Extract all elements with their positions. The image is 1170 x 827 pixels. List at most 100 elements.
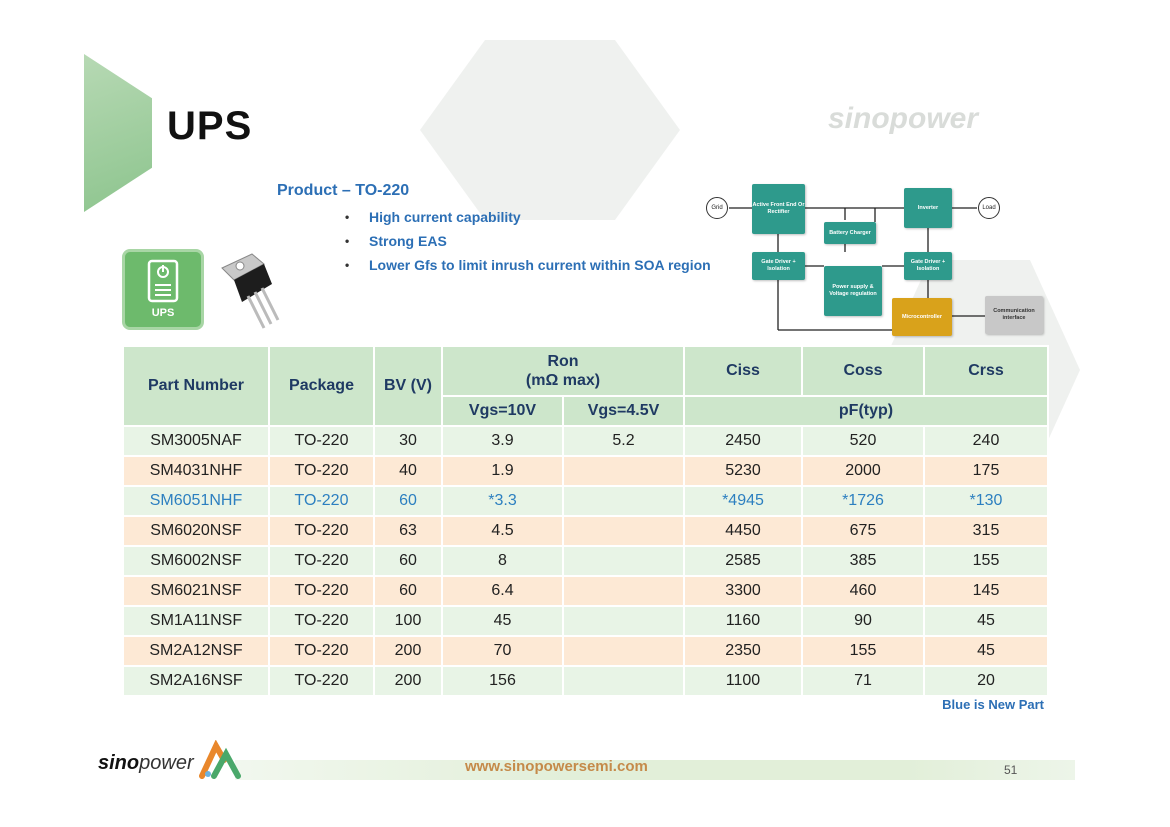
cell-ron45 (562, 635, 685, 667)
table-row: SM6051NHF TO-220 60 *3.3 *4945 *1726 *130 (122, 485, 1049, 517)
table-body: SM3005NAF TO-220 30 3.9 5.2 2450 520 240 SM4031N… (122, 425, 1049, 697)
cell-package: TO-220 (268, 425, 375, 457)
cell-part: SM1A11NSF (122, 605, 270, 637)
table-row: SM2A16NSF TO-220 200 156 1100 71 20 (122, 665, 1049, 697)
cell-part: SM2A16NSF (122, 665, 270, 697)
footer-url: www.sinopowersemi.com (465, 758, 648, 775)
gate-driver-left-block: Gate Driver + Isolation (752, 252, 805, 280)
cell-ciss: 1160 (683, 605, 803, 637)
cell-coss: 675 (801, 515, 925, 547)
cell-package: TO-220 (268, 515, 375, 547)
cell-part: SM6020NSF (122, 515, 270, 547)
cell-ciss: 3300 (683, 575, 803, 607)
header-crss: Crss (923, 345, 1049, 397)
cell-ron45 (562, 545, 685, 577)
cell-package: TO-220 (268, 545, 375, 577)
cell-ron10: 1.9 (441, 455, 564, 487)
cell-ron10: 70 (441, 635, 564, 667)
cell-ron10: *3.3 (441, 485, 564, 517)
cell-ciss: 5230 (683, 455, 803, 487)
feature-list: • High current capability • Strong EAS • Lo… (345, 208, 711, 280)
cell-package: TO-220 (268, 455, 375, 487)
cell-ron10: 8 (441, 545, 564, 577)
cell-ron10: 4.5 (441, 515, 564, 547)
cell-bv: 40 (373, 455, 443, 487)
cell-package: TO-220 (268, 605, 375, 637)
bullet-icon: • (345, 258, 350, 272)
header-pf-typ: pF(typ) (683, 395, 1049, 427)
new-part-note: Blue is New Part (942, 697, 1044, 712)
cell-crss: 45 (923, 605, 1049, 637)
cell-crss: *130 (923, 485, 1049, 517)
table-row: SM6020NSF TO-220 63 4.5 4450 675 315 (122, 515, 1049, 547)
cell-part: SM3005NAF (122, 425, 270, 457)
table-row: SM1A11NSF TO-220 100 45 1160 90 45 (122, 605, 1049, 637)
cell-coss: 155 (801, 635, 925, 667)
cell-coss: 520 (801, 425, 925, 457)
table-row: SM2A12NSF TO-220 200 70 2350 155 45 (122, 635, 1049, 667)
cell-bv: 200 (373, 665, 443, 697)
cell-ron10: 45 (441, 605, 564, 637)
cell-ron45 (562, 575, 685, 607)
table-row: SM4031NHF TO-220 40 1.9 5230 2000 175 (122, 455, 1049, 487)
header-vgs-10v: Vgs=10V (441, 395, 564, 427)
ups-device-icon (147, 259, 179, 303)
cell-ciss: *4945 (683, 485, 803, 517)
cell-crss: 155 (923, 545, 1049, 577)
footer-bar (235, 760, 1075, 780)
cell-bv: 63 (373, 515, 443, 547)
cell-part: SM6021NSF (122, 575, 270, 607)
bullet-icon: • (345, 210, 350, 224)
cell-bv: 200 (373, 635, 443, 667)
cell-part: SM6002NSF (122, 545, 270, 577)
cell-ron45 (562, 665, 685, 697)
cell-ron10: 156 (441, 665, 564, 697)
cell-bv: 100 (373, 605, 443, 637)
cell-part: SM6051NHF (122, 485, 270, 517)
parts-table: Part Number Package BV (V) Ron (mΩ max) … (122, 345, 1049, 697)
cell-coss: 2000 (801, 455, 925, 487)
header-part-number: Part Number (122, 345, 270, 427)
ups-block-diagram: Grid Active Front End Or Rectifier Inver… (700, 182, 1050, 342)
header-package: Package (268, 345, 375, 427)
diagram-connectors (729, 207, 985, 331)
cell-bv: 60 (373, 545, 443, 577)
watermark-logo: sinopower (828, 102, 979, 135)
feature-item: • Strong EAS (345, 233, 447, 249)
footer-logo: sinopower (98, 752, 194, 774)
header-ron-unit: (mΩ max) (525, 372, 601, 389)
cell-coss: 385 (801, 545, 925, 577)
sinopower-logo-icon (199, 740, 241, 779)
communication-interface-block: Communication interface (985, 296, 1043, 334)
cell-package: TO-220 (268, 575, 375, 607)
cell-coss: 71 (801, 665, 925, 697)
bullet-icon: • (345, 234, 350, 248)
cell-ron10: 3.9 (441, 425, 564, 457)
cell-package: TO-220 (268, 635, 375, 667)
header-vgs-4-5v: Vgs=4.5V (562, 395, 685, 427)
table-row: SM6021NSF TO-220 60 6.4 3300 460 145 (122, 575, 1049, 607)
cell-coss: 90 (801, 605, 925, 637)
grid-node: Grid (706, 197, 728, 219)
gate-driver-right-block: Gate Driver + Isolation (904, 252, 952, 280)
battery-charger-block: Battery Charger (824, 222, 876, 244)
transistor-icon (221, 253, 280, 329)
microcontroller-block: Microcontroller (892, 298, 952, 336)
cell-crss: 145 (923, 575, 1049, 607)
product-heading: Product – TO-220 (277, 182, 410, 199)
cell-ron45 (562, 515, 685, 547)
cell-ron45 (562, 455, 685, 487)
cell-ciss: 2350 (683, 635, 803, 667)
feature-item: • High current capability (345, 209, 521, 225)
cell-ciss: 2450 (683, 425, 803, 457)
cell-package: TO-220 (268, 665, 375, 697)
header-coss: Coss (801, 345, 925, 397)
cell-ron45 (562, 485, 685, 517)
page-number: 51 (1004, 763, 1018, 777)
cell-ciss: 1100 (683, 665, 803, 697)
cell-crss: 20 (923, 665, 1049, 697)
ups-icon: UPS (122, 249, 204, 330)
cell-crss: 175 (923, 455, 1049, 487)
header-ron: Ron (mΩ max) (441, 345, 685, 397)
decorative-tab (84, 54, 152, 212)
